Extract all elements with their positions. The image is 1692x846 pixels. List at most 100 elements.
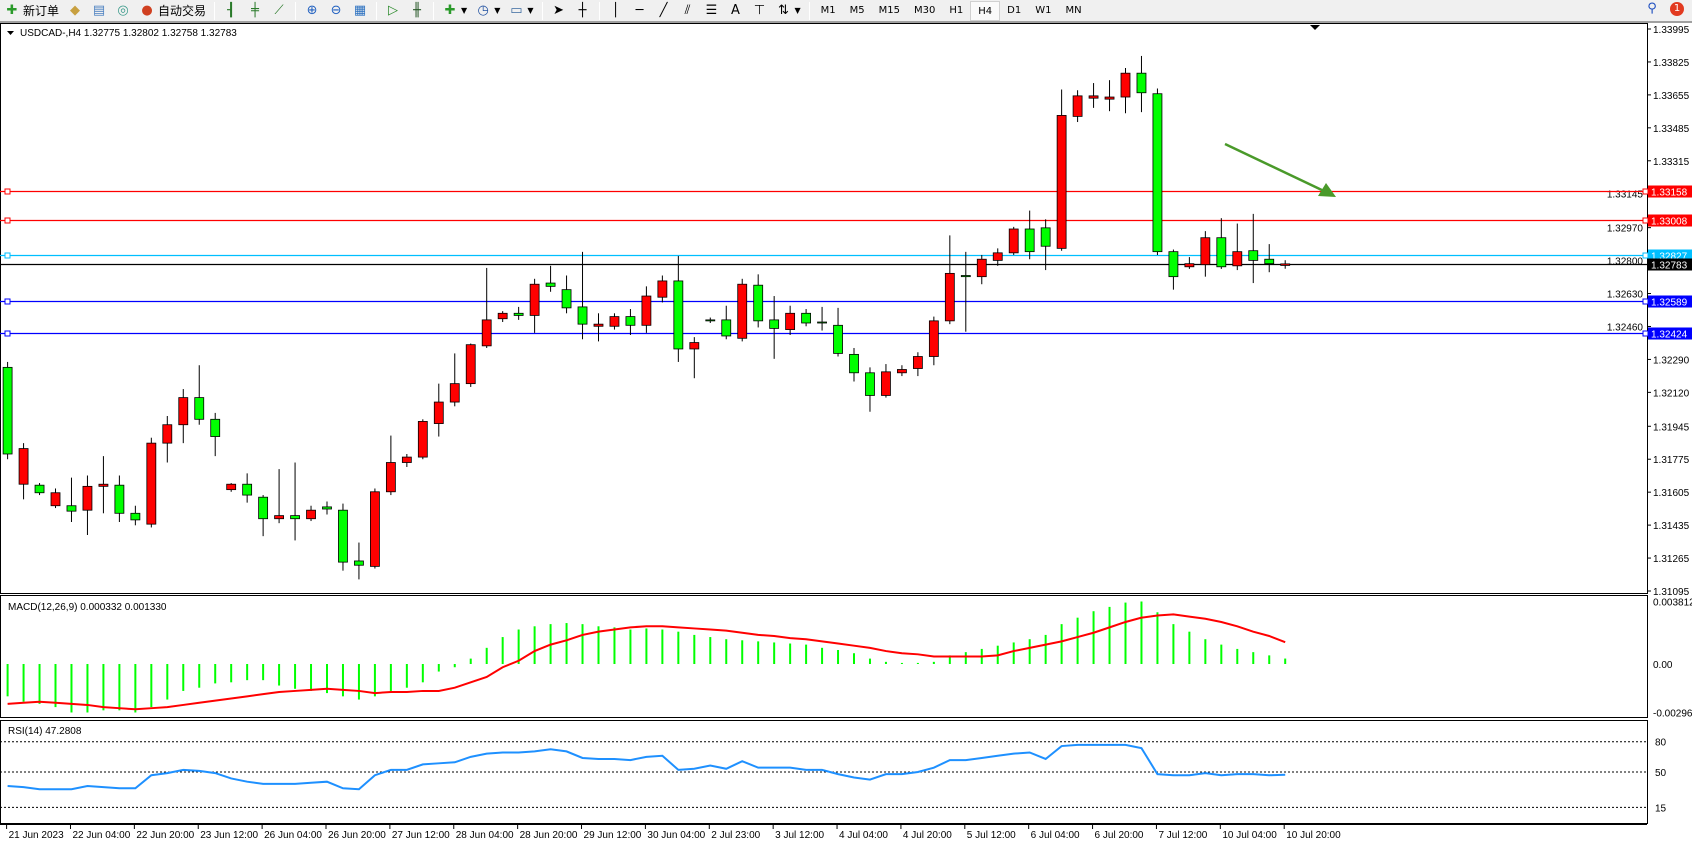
equidistant-channel-button[interactable]: ⫽ <box>676 1 700 21</box>
candle <box>497 311 508 323</box>
candle-body <box>545 282 556 287</box>
price-tick-label: 1.31775 <box>1653 455 1690 466</box>
timeframe-d1[interactable]: D1 <box>1007 4 1022 16</box>
price-tag-label: 1.33158 <box>1651 188 1688 199</box>
timeframe-m30[interactable]: M30 <box>914 4 936 16</box>
bar-chart-button[interactable]: ┨ <box>219 1 243 21</box>
periods-button[interactable]: ◷ ▼ <box>471 1 504 21</box>
chart-header: USDCAD-,H4 1.32775 1.32802 1.32758 1.327… <box>20 28 237 39</box>
candle <box>130 505 141 526</box>
dropdown-arrow-icon: ▼ <box>461 6 468 15</box>
timeframe-h1[interactable]: H1 <box>949 4 964 16</box>
trendline-button[interactable]: ╱ <box>652 1 676 21</box>
arrows-button[interactable]: ⇅ ▼ <box>772 1 805 21</box>
candle-body <box>322 506 332 510</box>
candlestick-chart-button[interactable]: ╪ <box>243 1 267 21</box>
price-tick-label: 1.32800 <box>1607 257 1644 268</box>
chart-window[interactable]: USDCAD-,H4 1.32775 1.32802 1.32758 1.327… <box>0 22 1692 846</box>
candle-body <box>385 462 396 493</box>
candle-body <box>1216 237 1227 268</box>
zoom-out-button[interactable]: ⊖ <box>324 1 348 21</box>
chart-shift-button[interactable]: ╫ <box>405 1 429 21</box>
macd-signal-line <box>7 613 1286 711</box>
candle-body <box>290 515 300 520</box>
indicators-button[interactable]: ✚ ▼ <box>438 1 471 21</box>
cursor-button[interactable]: ➤ <box>547 1 571 21</box>
time-tick-label: 3 Jul 12:00 <box>775 830 824 841</box>
candle <box>1008 226 1019 255</box>
horizontal-line-button[interactable]: ─ <box>628 1 652 21</box>
crosshair-button[interactable]: ┼ <box>571 1 595 21</box>
candle-body <box>801 312 811 324</box>
time-tick-label: 23 Jun 12:00 <box>200 830 258 841</box>
candle-body <box>449 383 460 403</box>
price-tag-label: 1.33008 <box>1651 217 1688 228</box>
price-tick-label: 1.31435 <box>1653 521 1690 532</box>
price-tick-label: 1.33825 <box>1653 58 1690 69</box>
bar-chart-icon: ┨ <box>227 2 235 18</box>
timeframe-w1[interactable]: W1 <box>1035 4 1052 16</box>
notification-badge[interactable]: 1 <box>1670 2 1684 16</box>
candle-body <box>1264 258 1275 265</box>
terminal-button[interactable]: ▤ <box>87 1 111 21</box>
signals-button[interactable]: ◎ <box>111 1 135 21</box>
candle-body <box>817 321 827 324</box>
navigator-button[interactable]: ◆ <box>63 1 87 21</box>
candle <box>801 309 811 327</box>
dropdown-arrow-icon: ▼ <box>527 6 534 15</box>
line-anchor-handle <box>4 252 11 259</box>
price-tag <box>1648 214 1692 227</box>
auto-scroll-button[interactable]: ▷ <box>381 1 405 21</box>
crosshair-icon: ┼ <box>578 2 587 18</box>
dropdown-arrow-icon: ▼ <box>494 6 501 15</box>
toolbar-divider <box>541 1 543 20</box>
timeframe-m5[interactable]: M5 <box>849 4 865 16</box>
tile-windows-button[interactable]: ▦ <box>348 1 372 21</box>
price-tick-label: 1.32120 <box>1653 388 1690 399</box>
candle-body <box>50 492 61 507</box>
candle-body <box>1120 72 1131 98</box>
candle <box>98 456 109 514</box>
search-icon[interactable]: ⚲ <box>1647 1 1657 16</box>
candle-body <box>657 280 668 298</box>
rsi-label: RSI(14) 47.2808 <box>8 726 82 737</box>
templates-button[interactable]: ▭ ▼ <box>504 1 537 21</box>
auto-trading-icon: ● <box>141 2 153 18</box>
timeframe-mn[interactable]: MN <box>1065 4 1082 16</box>
auto-trading-button[interactable]: ● 自动交易 <box>135 1 210 21</box>
macd-tick-label: 0.003812 <box>1653 597 1692 608</box>
candle <box>577 251 588 340</box>
candle-body <box>625 316 636 326</box>
line-chart-button[interactable]: ⟋ <box>267 1 291 21</box>
candle <box>593 313 604 342</box>
candle <box>210 412 221 457</box>
fibonacci-button[interactable]: ☰ <box>700 1 724 21</box>
timeframe-m1[interactable]: M1 <box>820 4 836 16</box>
time-tick-label: 4 Jul 04:00 <box>839 830 888 841</box>
zoom-in-button[interactable]: ⊕ <box>300 1 324 21</box>
text-label-icon: ⊤ <box>753 2 766 18</box>
candle-body <box>513 312 524 316</box>
toolbar-divider <box>214 1 216 20</box>
time-tick-label: 27 Jun 12:00 <box>392 830 450 841</box>
text-button[interactable]: A <box>724 1 748 21</box>
candle-body <box>194 397 205 420</box>
timeframe-m15[interactable]: M15 <box>878 4 901 16</box>
terminal-icon: ▤ <box>92 2 106 18</box>
macd-tick-label: 0.00 <box>1653 660 1673 671</box>
price-tick-label: 1.32290 <box>1653 355 1690 366</box>
line-anchor-handle <box>1642 188 1649 195</box>
text-label-button[interactable]: ⊤ <box>748 1 772 21</box>
toolbar-divider <box>598 1 600 20</box>
zoom-out-icon: ⊖ <box>330 2 342 18</box>
price-tick-label: 1.31265 <box>1653 554 1690 565</box>
timeframe-h4[interactable]: H4 <box>970 0 1001 21</box>
candle-body <box>992 252 1003 261</box>
new-order-button[interactable]: ✚ 新订单 <box>0 1 63 21</box>
price-tag <box>1648 185 1692 198</box>
candle <box>1104 80 1115 112</box>
new-order-icon: ✚ <box>6 2 18 18</box>
candle-body <box>641 295 652 326</box>
candle-body <box>98 483 109 487</box>
vertical-line-button[interactable]: │ <box>604 1 628 21</box>
